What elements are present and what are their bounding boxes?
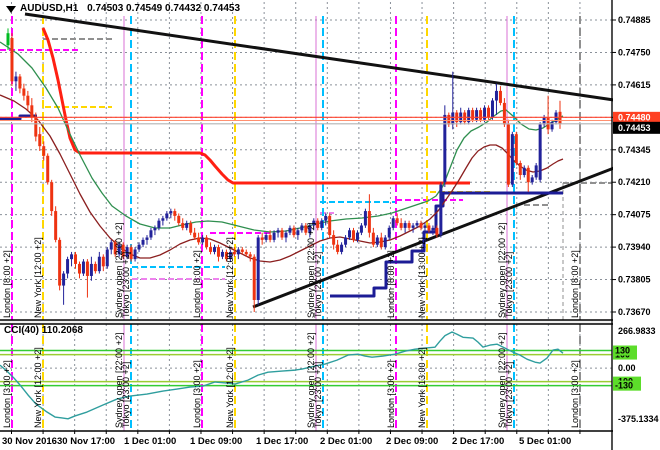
svg-text:-375.1334: -375.1334 (618, 414, 659, 424)
svg-text:London [8:00 +2]: London [8:00 +2] (2, 250, 12, 318)
svg-text:1 Dec 17:00: 1 Dec 17:00 (256, 436, 308, 447)
svg-text:30 Nov 2016: 30 Nov 2016 (2, 436, 57, 447)
svg-text:London [3:00 +2]: London [3:00 +2] (386, 360, 396, 428)
svg-text:New York [12:00 +2]: New York [12:00 +2] (33, 237, 43, 318)
svg-text:Sydney open [22:00 +2]: Sydney open [22:00 +2] (114, 223, 124, 318)
svg-text:Sydney open [22:00 +2]: Sydney open [22:00 +2] (114, 333, 124, 428)
svg-text:0.73805: 0.73805 (618, 275, 651, 285)
svg-text:New York [12:00 +2]: New York [12:00 +2] (33, 347, 43, 428)
svg-text:5 Dec 01:00: 5 Dec 01:00 (519, 436, 571, 447)
svg-text:0.74345: 0.74345 (618, 145, 651, 155)
svg-text:New York [13:00 +2]: New York [13:00 +2] (417, 347, 427, 428)
svg-text:0.74480: 0.74480 (618, 112, 651, 122)
chart-title: AUDUSD,H1 0.74503 0.74549 0.74432 0.7445… (20, 3, 240, 14)
price-lines (0, 116, 612, 125)
svg-text:Tokyo [23:00 +2]: Tokyo [23:00 +2] (121, 362, 131, 428)
svg-text:London [3:00 +2]: London [3:00 +2] (570, 360, 580, 428)
svg-text:2 Dec 01:00: 2 Dec 01:00 (320, 436, 372, 447)
svg-text:-130: -130 (615, 381, 633, 391)
svg-text:New York [13:00 +2]: New York [13:00 +2] (417, 237, 427, 318)
cci-layer (0, 331, 612, 420)
indicator-dash-segments (0, 38, 612, 320)
svg-text:New York [12:00 +2]: New York [12:00 +2] (225, 237, 235, 318)
svg-text:0.74075: 0.74075 (618, 210, 651, 220)
svg-text:Sydney open [22:00 +2]: Sydney open [22:00 +2] (497, 223, 507, 318)
svg-text:130: 130 (615, 346, 630, 356)
cci-axis[interactable]: 266.98331001300.00-100-130-375.1334 (613, 326, 659, 424)
session-labels: London [8:00 +2] London [3:00 +2] New York… (2, 223, 580, 428)
price-axis[interactable]: 0.74885 0.74750 0.74615 0.74345 0.74210 0.740… (611, 0, 660, 450)
svg-text:London [3:00 +2]: London [3:00 +2] (2, 360, 12, 428)
symbol-marker-icon (6, 6, 16, 13)
svg-text:30 Nov 17:00: 30 Nov 17:00 (57, 436, 115, 447)
trendlines[interactable] (24, 12, 615, 309)
svg-text:New York [12:00 +2]: New York [12:00 +2] (225, 347, 235, 428)
svg-text:Sydney open [22:00 +2]: Sydney open [22:00 +2] (306, 223, 316, 318)
svg-text:London [8:00 +2]: London [8:00 +2] (386, 250, 396, 318)
svg-text:London [8:00 +2]: London [8:00 +2] (192, 250, 202, 318)
svg-text:2 Dec 17:00: 2 Dec 17:00 (452, 436, 504, 447)
svg-text:266.9833: 266.9833 (618, 326, 656, 336)
svg-text:Tokyo [23:00 +2]: Tokyo [23:00 +2] (313, 252, 323, 318)
symbol-period-label: AUDUSD,H1 (20, 3, 79, 14)
svg-text:Tokyo [23:00 +2]: Tokyo [23:00 +2] (504, 252, 514, 318)
svg-text:London [3:00 +2]: London [3:00 +2] (192, 360, 202, 428)
svg-text:0.73670: 0.73670 (618, 307, 651, 317)
svg-text:0.73940: 0.73940 (618, 242, 651, 252)
svg-text:0.74750: 0.74750 (618, 47, 651, 57)
svg-text:1 Dec 09:00: 1 Dec 09:00 (190, 436, 242, 447)
svg-text:2 Dec 09:00: 2 Dec 09:00 (386, 436, 438, 447)
time-axis[interactable]: 30 Nov 2016 30 Nov 17:00 1 Dec 01:00 1 Dec … (2, 431, 581, 447)
svg-text:0.74615: 0.74615 (618, 80, 651, 90)
svg-text:0.00: 0.00 (618, 363, 636, 373)
svg-text:0.74453: 0.74453 (618, 123, 651, 133)
svg-text:Tokyo [23:00 +2]: Tokyo [23:00 +2] (504, 362, 514, 428)
svg-text:Sydney open [22:00 +2]: Sydney open [22:00 +2] (497, 333, 507, 428)
cci-indicator-label: CCI(40) 110.2068 (4, 325, 83, 336)
svg-text:London [8:00 +2]: London [8:00 +2] (570, 250, 580, 318)
svg-text:Tokyo [23:00 +2]: Tokyo [23:00 +2] (121, 252, 131, 318)
svg-text:0.74210: 0.74210 (618, 177, 651, 187)
ohlc-values: 0.74503 0.74549 0.74432 0.74453 (87, 3, 241, 14)
svg-text:1 Dec 01:00: 1 Dec 01:00 (124, 436, 176, 447)
svg-text:0.74885: 0.74885 (618, 15, 651, 25)
svg-text:Sydney open [22:00 +2]: Sydney open [22:00 +2] (306, 333, 316, 428)
svg-text:Tokyo [23:00 +2]: Tokyo [23:00 +2] (313, 362, 323, 428)
